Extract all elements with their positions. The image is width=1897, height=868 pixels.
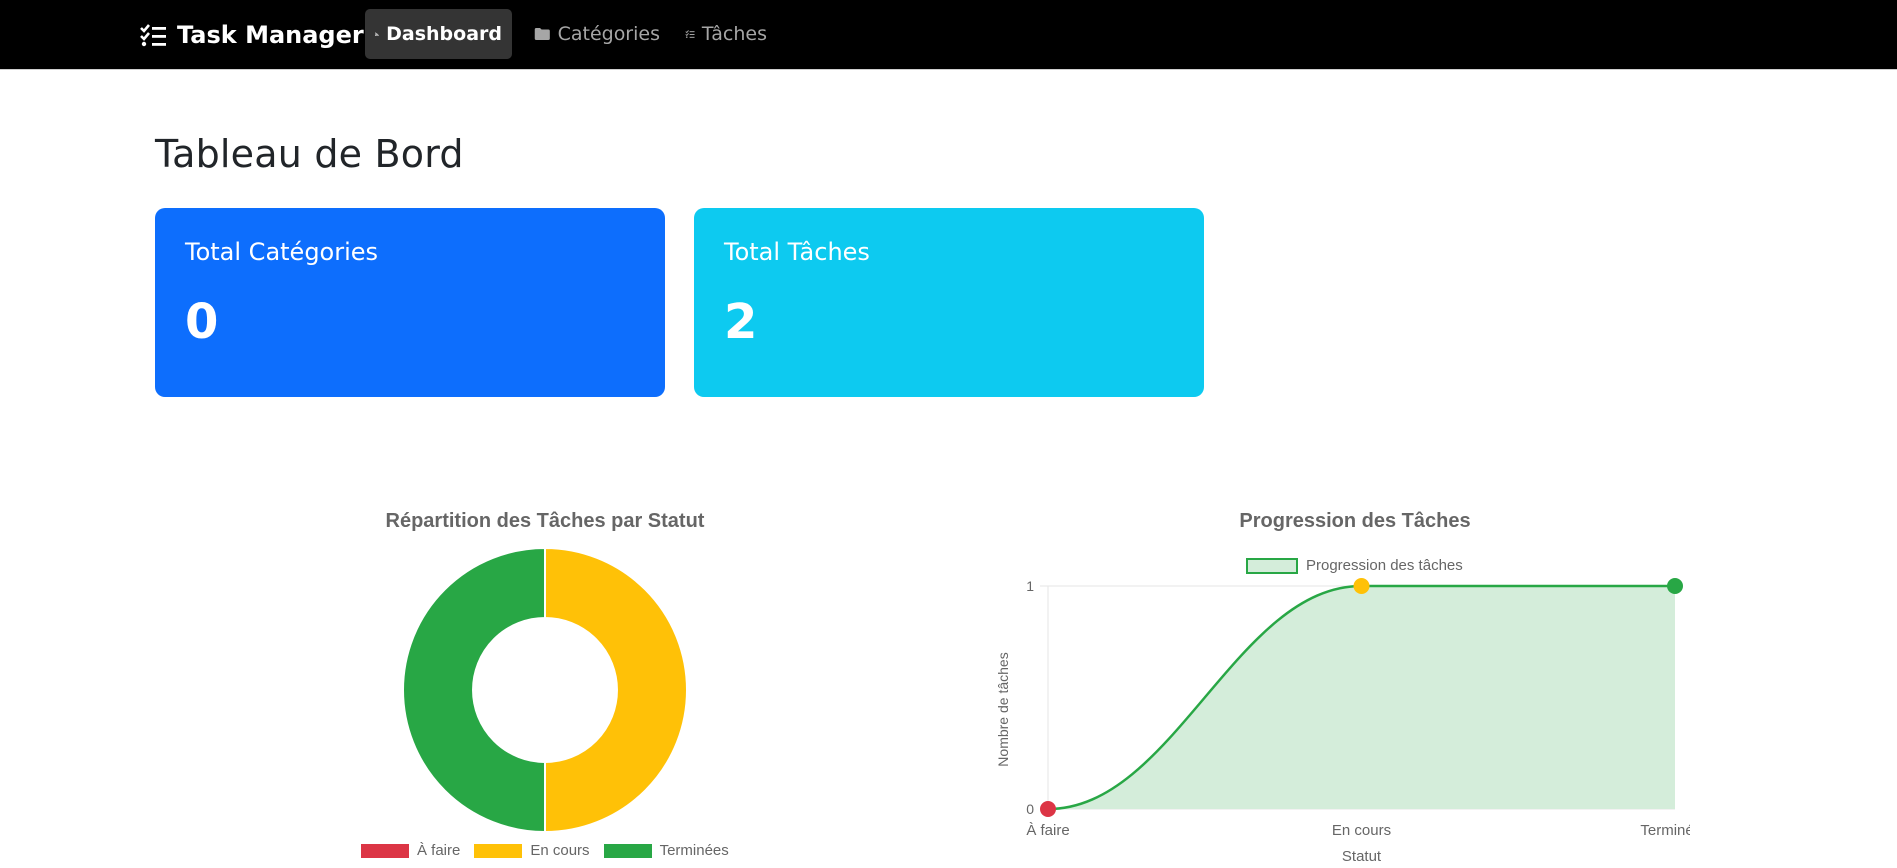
area-chart: 0 1 À faire En cours Terminées Statut Nombre d… [995,578,1690,865]
chart-line-icon [375,32,379,36]
donut-chart [402,546,688,834]
task-list-icon [140,24,166,47]
nav-dashboard-label: Dashboard [386,23,502,45]
legend-swatch [603,843,652,858]
x-tick-label: En cours [1332,822,1391,839]
stat-value: 2 [724,294,758,350]
x-tick-label: À faire [1026,822,1069,839]
nav-dashboard[interactable]: Dashboard [365,9,512,59]
line-legend-swatch [1246,557,1298,574]
brand-name: Task Manager [177,21,364,49]
area-fill [1048,586,1675,809]
legend-label[interactable]: En cours [530,842,590,859]
nav-taches-label: Tâches [701,23,767,45]
data-point[interactable] [1040,801,1056,817]
folder-icon [534,27,550,41]
page-title: Tableau de Bord [155,132,464,176]
nav-taches[interactable]: Tâches [675,9,777,59]
donut-legend: À faire En cours Terminées [361,842,743,859]
line-legend-label: Progression des tâches [1306,557,1463,574]
legend-label[interactable]: Terminées [659,842,729,859]
top-navbar: Task Manager Dashboard Catégories Tâches [0,0,1897,70]
line-legend: Progression des tâches [1246,557,1463,574]
donut-slice-en-cours[interactable] [544,546,688,834]
line-chart-title: Progression des Tâches [1239,510,1471,532]
nav-categories[interactable]: Catégories [524,9,670,59]
stat-label: Total Tâches [724,238,870,266]
x-axis-title: Statut [1342,848,1382,865]
y-tick-label: 0 [1026,801,1034,817]
donut-chart-title: Répartition des Tâches par Statut [385,510,705,532]
x-tick-label: Terminées [1640,822,1690,839]
data-point[interactable] [1353,578,1370,594]
nav-categories-label: Catégories [557,23,660,45]
series-line [1047,584,1675,811]
donut-slice-termin-es[interactable] [402,546,546,834]
brand-link[interactable]: Task Manager [139,20,364,50]
total-tasks-card: Total Tâches 2 [694,208,1204,397]
legend-swatch [474,843,523,858]
stat-label: Total Catégories [185,238,379,266]
stat-value: 0 [185,294,219,350]
legend-label[interactable]: À faire [417,842,461,859]
y-tick-label: 1 [1026,578,1034,594]
legend-swatch [361,843,409,858]
data-point[interactable] [1667,578,1683,594]
total-categories-card: Total Catégories 0 [155,208,665,397]
task-list-icon [685,30,695,38]
y-axis-title: Nombre de tâches [995,652,1011,766]
